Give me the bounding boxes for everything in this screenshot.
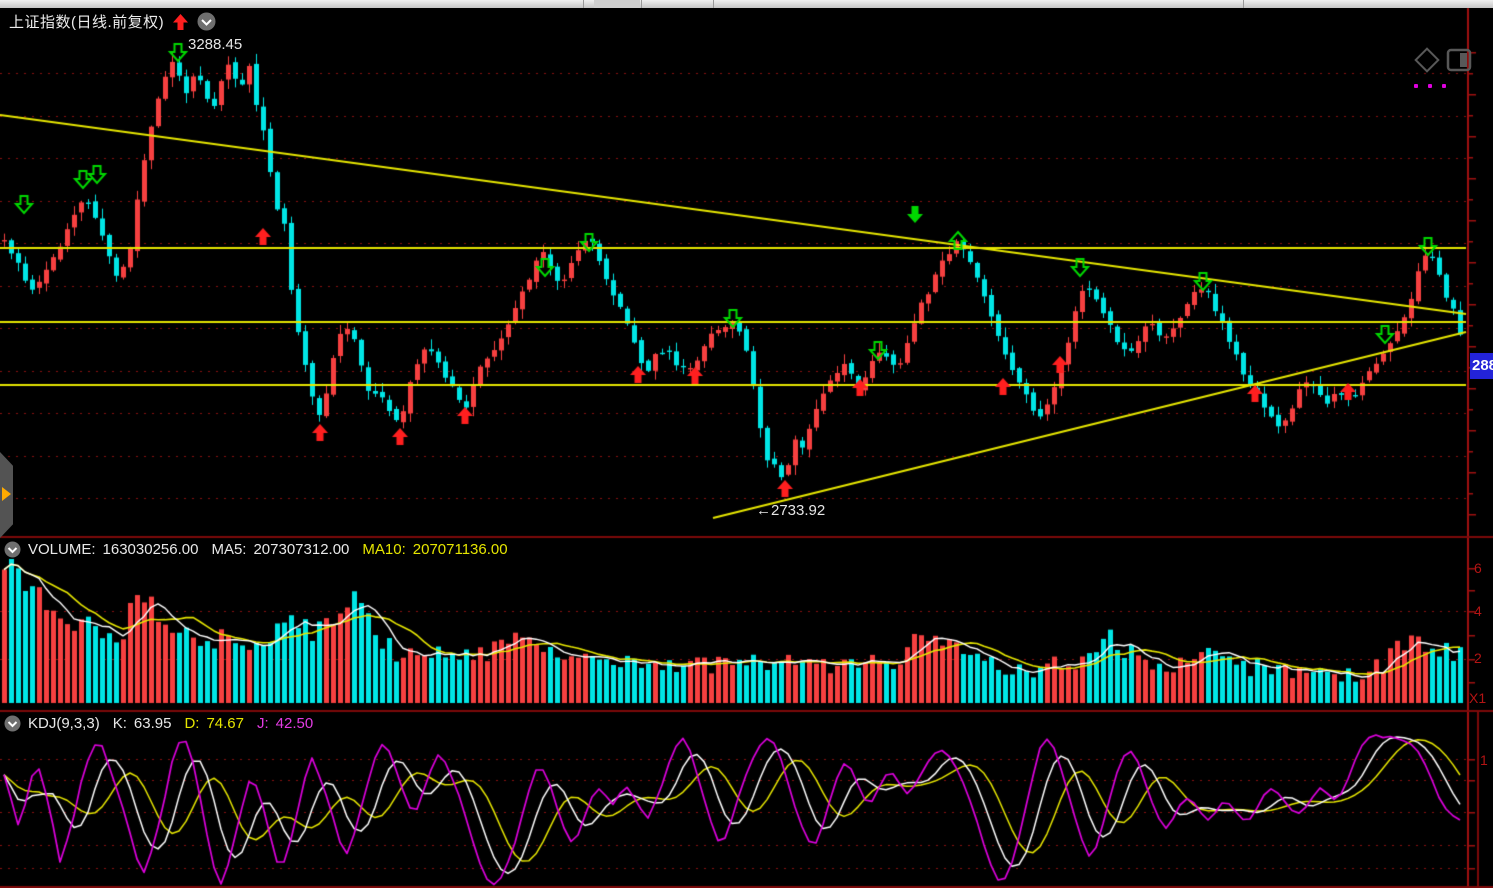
toolbar-separator [1243,0,1244,8]
drawer-arrow-icon [2,487,11,501]
ma5-label: MA5: [211,541,247,558]
drawer-handle[interactable] [0,452,13,538]
toolbar-recess [594,0,640,8]
more-dots-icon[interactable] [1414,84,1454,88]
ma10-value: 207071136.00 [412,541,508,558]
d-value: 74.67 [206,715,244,732]
kdj-header: KDJ(9,3,3) K: 63.95 D: 74.67 J: 42.50 [4,715,313,732]
toolbar-separator [713,0,714,8]
diamond-tool-icon[interactable] [1414,47,1440,73]
peak-price-label: 3288.45 [188,36,243,53]
top-toolbar-edge [0,0,1493,8]
volume-axis-label-2: 2 [1474,650,1482,666]
volume-value: 163030256.00 [102,541,199,558]
collapse-chevron-icon[interactable] [197,12,216,31]
j-label: J: [256,715,269,732]
split-panel-icon[interactable] [1446,48,1472,72]
d-label: D: [184,715,200,732]
volume-axis-label-6: 6 [1474,560,1482,576]
corner-tools [1412,46,1472,81]
volume-axis-unit: X1 [1469,690,1487,706]
kdj-axis-label-100: 1 [1480,752,1488,768]
chart-title-bar: 上证指数(日线.前复权) [9,11,216,32]
ma10-label: MA10: [362,541,406,558]
toolbar-separator [583,0,584,8]
volume-label: VOLUME: [28,541,96,558]
k-label: K: [112,715,127,732]
toolbar-separator [641,0,642,8]
volume-axis-label-4: 4 [1474,603,1482,619]
kdj-collapse-icon[interactable] [4,715,21,732]
k-value: 63.95 [133,715,172,732]
price-badge: 288 [1470,353,1493,379]
kdj-name: KDJ(9,3,3) [28,715,100,732]
trough-price-label: ←2733.92 [756,502,826,519]
j-value: 42.50 [275,715,314,732]
signal-up-arrow-icon [173,13,189,30]
ma5-value: 207307312.00 [253,541,350,558]
volume-header: VOLUME: 163030256.00 MA5: 207307312.00 M… [4,541,508,558]
volume-collapse-icon[interactable] [4,541,21,558]
chart-title: 上证指数(日线.前复权) [9,14,165,31]
